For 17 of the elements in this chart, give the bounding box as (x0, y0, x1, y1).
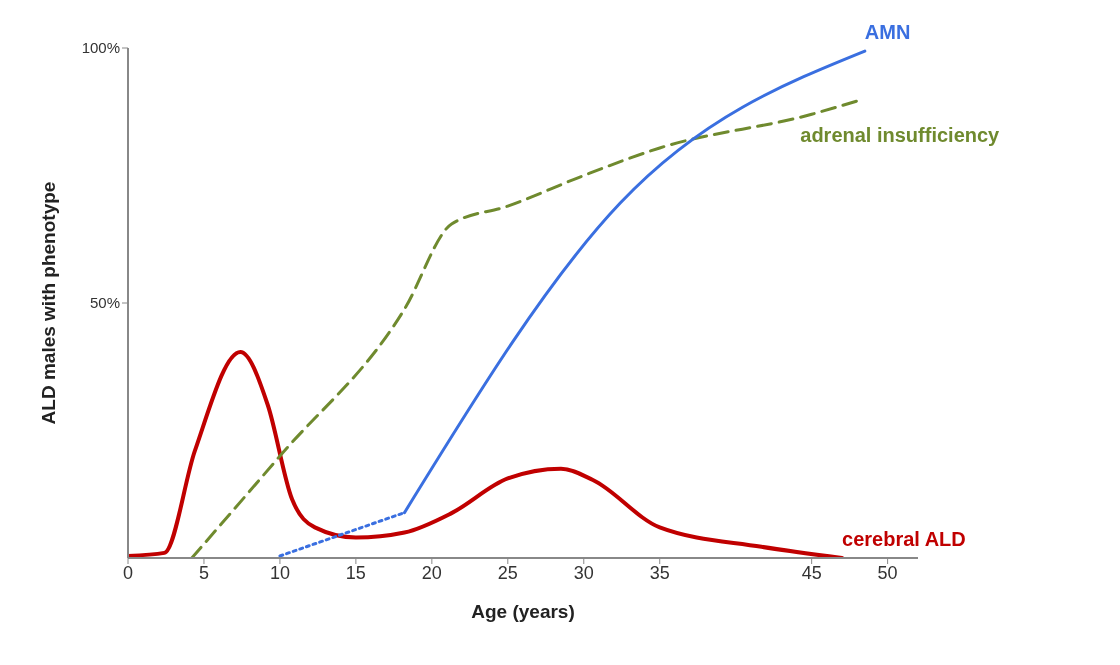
x-tick-label: 15 (345, 562, 366, 583)
x-tick-label: 30 (573, 562, 594, 583)
y-axis-title: ALD males with phenotype (37, 181, 59, 425)
x-axis-title: Age (years) (471, 601, 575, 622)
x-tick-label: 0 (122, 562, 134, 583)
x-tick-label: 35 (649, 562, 670, 583)
x-tick-label: 25 (497, 562, 518, 583)
x-tick-label: 10 (269, 562, 290, 583)
series-label: AMN (864, 21, 911, 44)
x-tick-label: 20 (421, 562, 442, 583)
series-label: adrenal insufficiency (800, 124, 1001, 147)
x-tick-label: 50 (877, 562, 898, 583)
series-label: cerebral ALD (842, 528, 966, 550)
y-tick-label: 50% (89, 294, 120, 312)
y-tick-label: 100% (81, 39, 120, 57)
x-tick-label: 5 (198, 562, 209, 583)
x-tick-label: 45 (801, 562, 822, 583)
